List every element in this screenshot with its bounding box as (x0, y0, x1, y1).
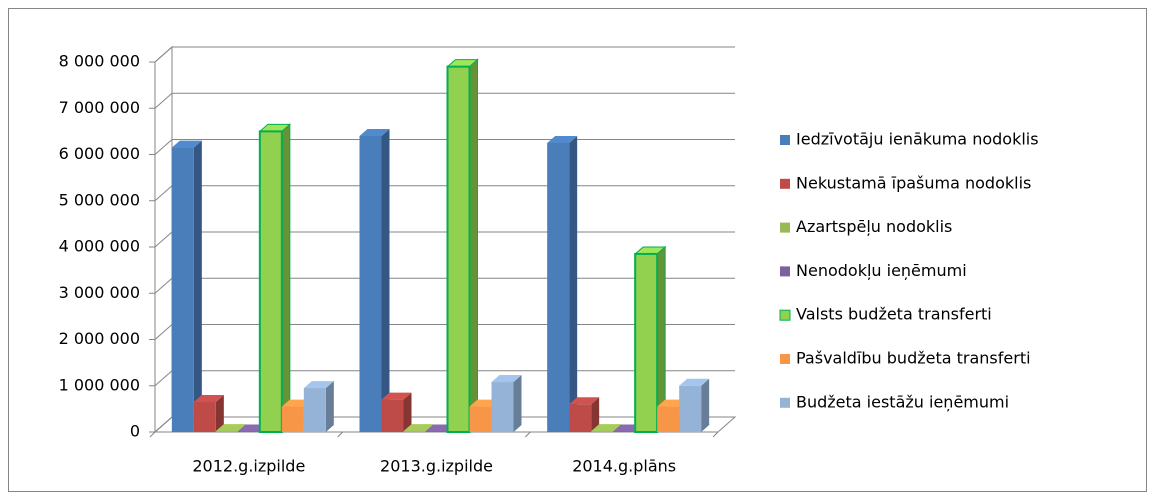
bar-side (403, 392, 412, 432)
bar-side (591, 397, 600, 432)
bar-top (491, 375, 522, 383)
bar-top (403, 424, 434, 432)
legend-label: Budžeta iestāžu ieņēmumi (796, 392, 1009, 411)
bar (446, 65, 471, 433)
legend-swatch (780, 135, 790, 145)
legend-label: Valsts budžeta transferti (796, 305, 992, 324)
bar (634, 252, 659, 433)
legend-label: Pašvaldību budžeta transferti (796, 349, 1031, 368)
y-tick-label: 7 000 000 (59, 98, 140, 117)
grid-line (154, 139, 735, 155)
legend-swatch (780, 266, 790, 277)
bar-side (325, 381, 334, 432)
legend-label: Azartspēļu nodoklis (796, 217, 952, 236)
bar-top (193, 394, 224, 402)
y-tick-label: 4 000 000 (59, 237, 140, 256)
grid-line (154, 92, 735, 109)
bar (303, 388, 326, 432)
bar (258, 130, 283, 433)
bar-side (215, 394, 224, 432)
bar-top (303, 381, 334, 389)
bar-side (381, 129, 390, 432)
bar-top (215, 424, 246, 432)
y-tick-label: 2 000 000 (59, 329, 140, 348)
bar (469, 406, 492, 432)
bar (381, 399, 404, 432)
bar-top (547, 135, 578, 143)
x-tick (524, 431, 531, 438)
bar-top (569, 397, 600, 405)
bar (591, 431, 614, 432)
legend-swatch (780, 397, 790, 408)
bar (171, 147, 194, 432)
x-tick-label: 2012.g.izpilde (192, 457, 305, 476)
y-tick-label: 0 (130, 422, 140, 441)
legend-swatch (780, 178, 790, 189)
bar-side (569, 135, 578, 432)
bar (657, 406, 680, 432)
bar (281, 406, 304, 432)
bar-top (591, 424, 622, 432)
grid-line (154, 46, 735, 63)
bar (193, 401, 216, 432)
bar-side (193, 140, 202, 432)
bar-top (359, 129, 390, 136)
bar-top (679, 378, 710, 386)
y-tick-label: 3 000 000 (59, 283, 140, 302)
x-tick (712, 431, 719, 438)
y-tick-label: 6 000 000 (59, 144, 140, 163)
bar-side (701, 378, 710, 432)
legend-swatch (780, 222, 790, 233)
bar-side (281, 123, 291, 434)
bar-top (381, 392, 412, 400)
y-tick-label: 1 000 000 (59, 375, 140, 394)
legend-label: Nenodokļu ieņēmumi (796, 261, 967, 280)
x-tick (337, 431, 344, 438)
bar-side (513, 375, 522, 432)
bar-side (469, 58, 478, 434)
legend-label: Iedzīvotāju ienākuma nodoklis (796, 130, 1039, 149)
bar (491, 382, 514, 432)
y-tick-label: 5 000 000 (59, 190, 140, 209)
bar (359, 136, 382, 432)
legend-label: Nekustamā īpašuma nodoklis (796, 173, 1031, 192)
bar (403, 431, 426, 432)
y-tick-label: 8 000 000 (59, 52, 140, 71)
bar-top (171, 140, 202, 148)
bar (547, 142, 570, 432)
bar (569, 404, 592, 432)
bar (679, 385, 702, 432)
x-tick (149, 431, 156, 438)
legend-swatch (780, 354, 790, 364)
legend-swatch (779, 309, 791, 321)
x-tick-label: 2014.g.plāns (572, 457, 676, 476)
bar (215, 431, 238, 432)
x-tick-label: 2013.g.izpilde (380, 457, 493, 476)
